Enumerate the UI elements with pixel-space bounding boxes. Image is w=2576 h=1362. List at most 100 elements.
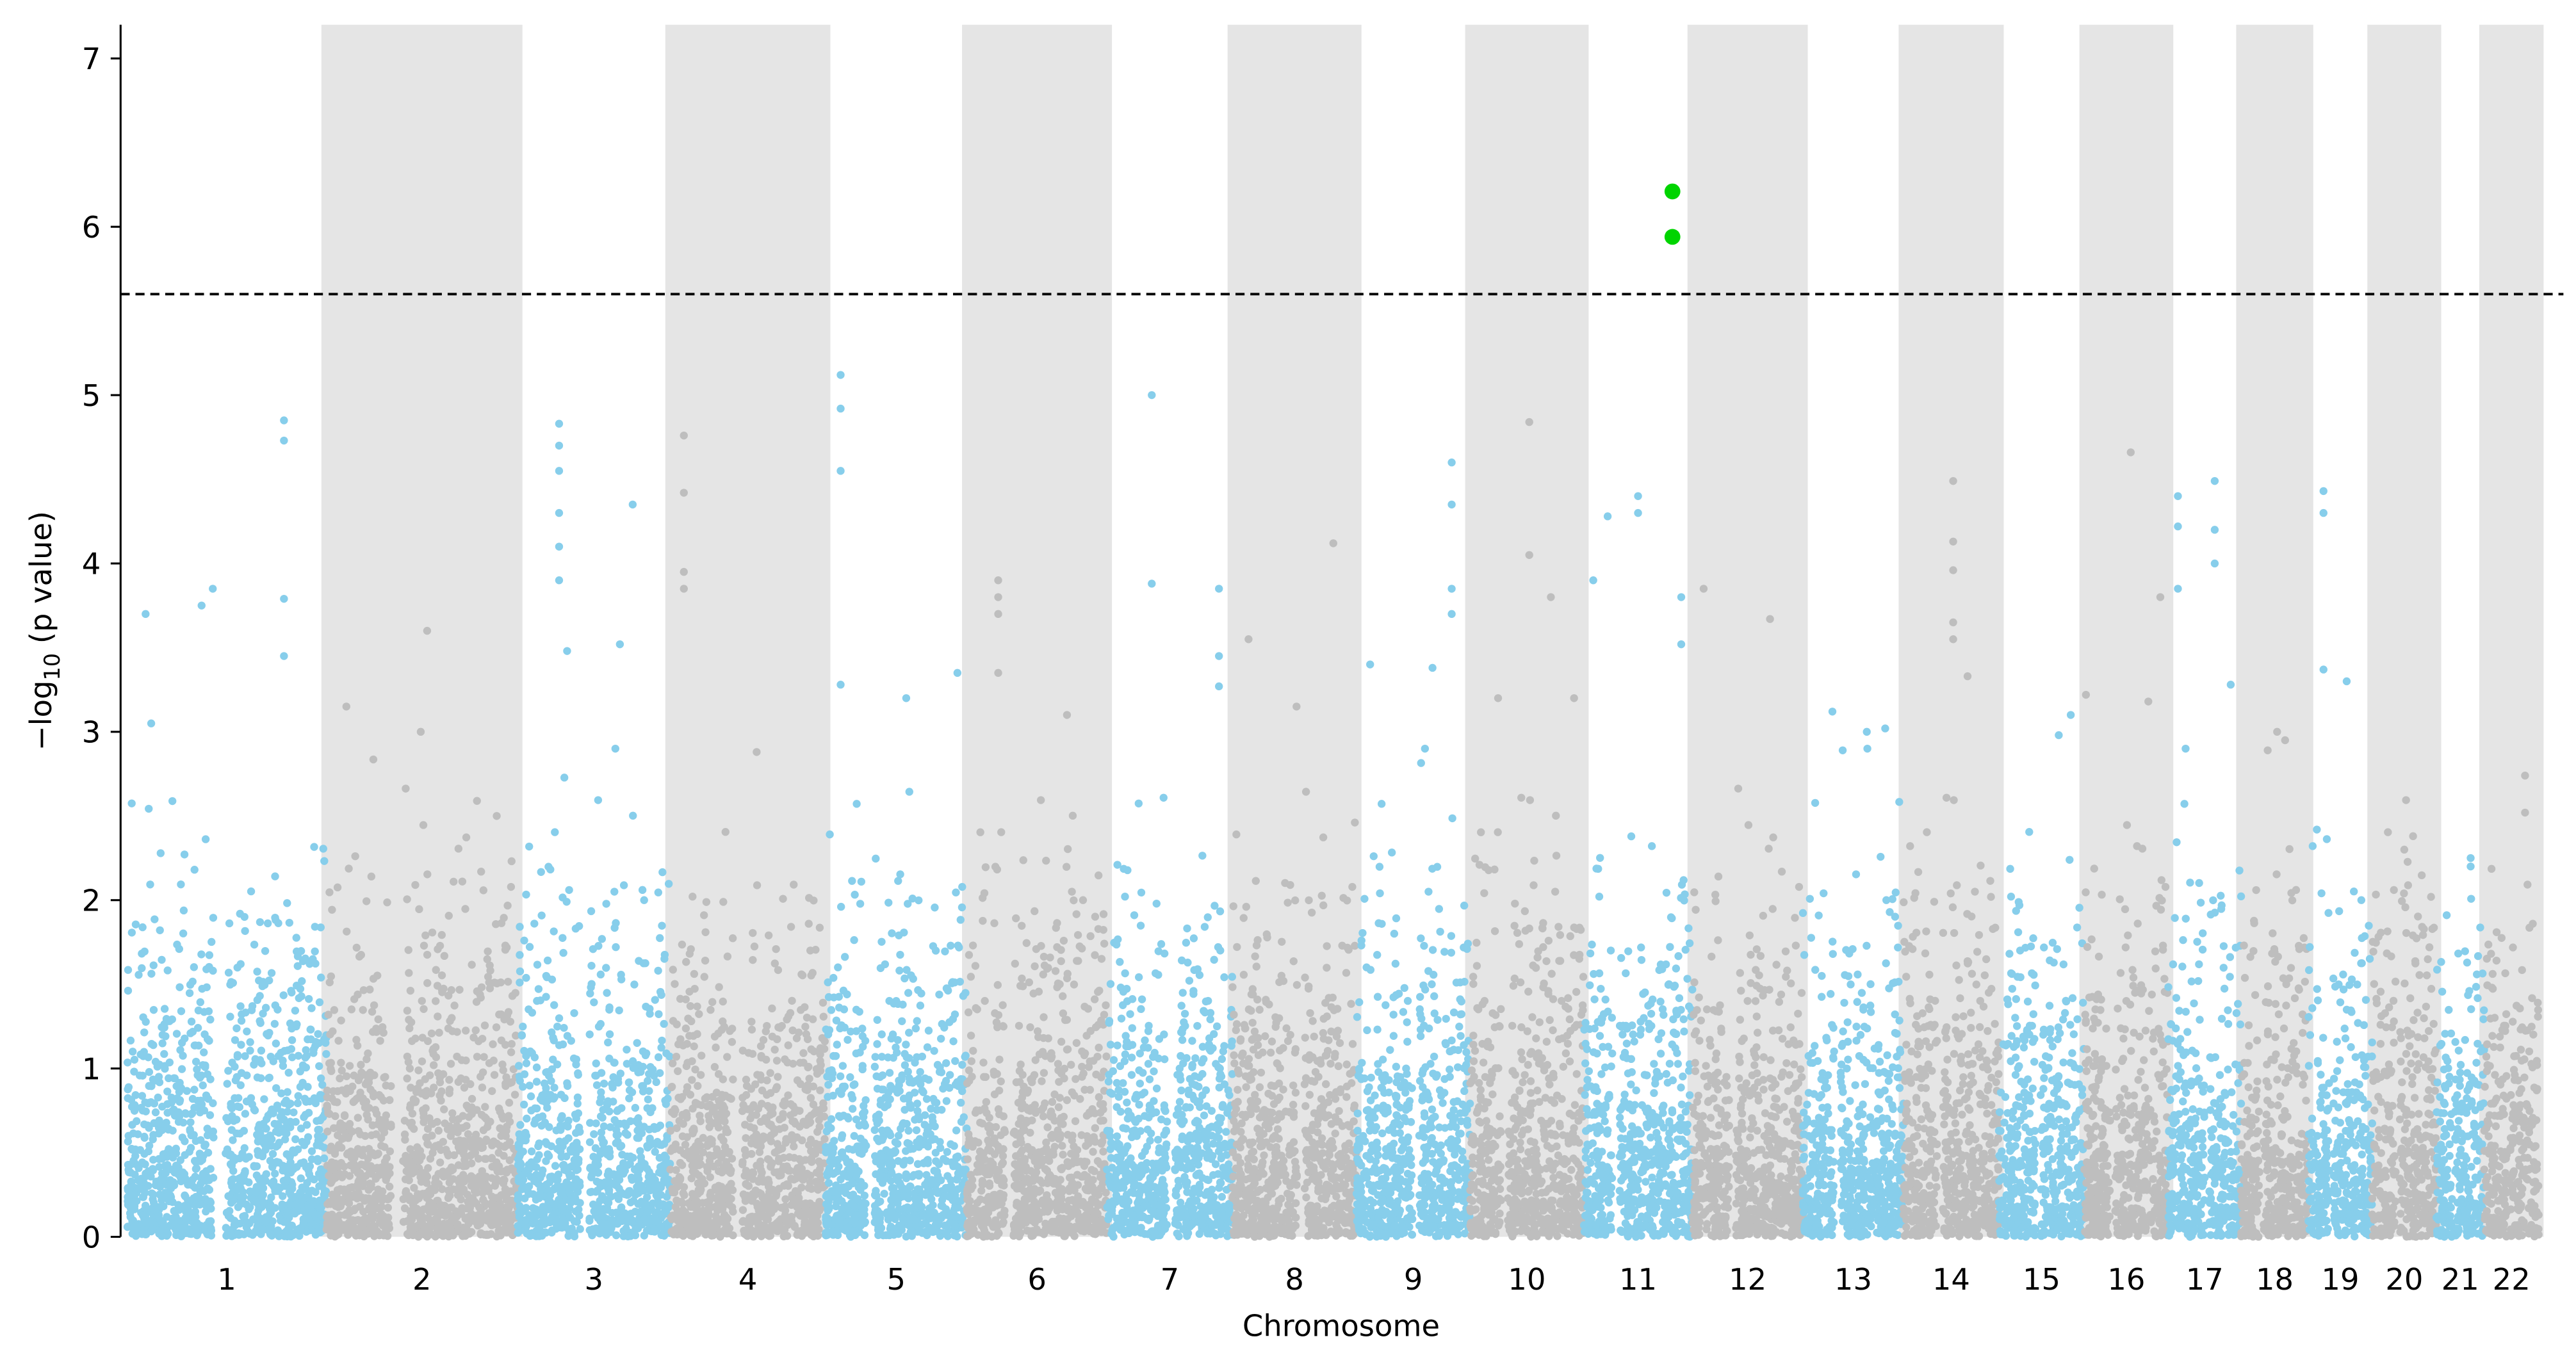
data-point — [127, 928, 136, 937]
data-point — [489, 1140, 498, 1148]
data-point — [322, 1050, 330, 1058]
data-point — [245, 1153, 253, 1161]
data-point — [941, 947, 949, 955]
data-point — [824, 1190, 832, 1198]
data-point — [703, 1093, 711, 1101]
data-point — [302, 1228, 311, 1236]
data-point — [725, 1093, 733, 1102]
data-point — [599, 1139, 607, 1148]
data-point — [945, 1018, 954, 1026]
data-point — [947, 941, 955, 950]
data-point — [615, 1164, 624, 1172]
data-point — [411, 880, 420, 889]
data-point — [337, 1058, 345, 1067]
data-point — [256, 1131, 265, 1139]
data-point — [130, 1055, 139, 1064]
data-point — [534, 985, 543, 993]
data-point — [1070, 896, 1078, 905]
data-point — [512, 1032, 520, 1040]
data-point — [676, 1035, 685, 1044]
data-point — [364, 1115, 372, 1124]
data-point — [819, 1012, 827, 1021]
data-point — [560, 1023, 568, 1032]
data-point — [314, 1225, 323, 1233]
data-point — [470, 1145, 478, 1153]
data-point — [271, 1169, 279, 1178]
data-point — [738, 1160, 747, 1169]
data-point — [286, 1019, 295, 1028]
data-point — [640, 1215, 649, 1224]
data-point — [246, 1046, 254, 1055]
data-point — [558, 1112, 566, 1121]
data-point — [672, 1052, 681, 1061]
data-point — [174, 1201, 183, 1209]
data-point — [586, 1119, 594, 1127]
top-hit-point — [416, 727, 425, 736]
data-point — [671, 980, 679, 988]
data-point — [181, 1213, 190, 1222]
data-point — [468, 1181, 477, 1190]
data-point — [833, 1167, 842, 1176]
data-point — [892, 1211, 901, 1220]
data-point — [686, 1231, 695, 1240]
data-point — [853, 1166, 861, 1174]
data-point — [522, 1059, 531, 1067]
data-point — [628, 1175, 637, 1184]
data-point — [457, 1195, 465, 1204]
data-point — [908, 1078, 917, 1087]
data-point — [345, 1062, 354, 1070]
data-point — [668, 1185, 676, 1193]
data-point — [492, 920, 500, 928]
data-point — [263, 919, 272, 928]
data-point — [310, 843, 318, 851]
data-point — [429, 1061, 438, 1069]
data-point — [156, 1175, 165, 1184]
data-point — [258, 1152, 267, 1161]
data-point — [499, 1066, 507, 1074]
data-point — [824, 1179, 833, 1187]
data-point — [127, 1160, 135, 1169]
data-point — [273, 1226, 282, 1235]
data-point — [476, 1181, 485, 1189]
data-point — [951, 1080, 960, 1089]
data-point — [898, 1017, 906, 1025]
data-point — [330, 1006, 339, 1014]
data-point — [766, 1069, 774, 1077]
data-point — [124, 1184, 133, 1192]
data-point — [561, 1182, 569, 1191]
data-point — [872, 1214, 881, 1222]
data-point — [728, 934, 737, 943]
data-point — [304, 994, 313, 1003]
data-point — [277, 1048, 285, 1057]
data-point — [685, 950, 694, 958]
data-point — [201, 1195, 209, 1203]
data-point — [674, 1094, 683, 1102]
data-point — [915, 1170, 924, 1178]
data-point — [502, 1073, 510, 1082]
data-point — [947, 1140, 955, 1149]
data-point — [464, 1105, 473, 1113]
data-point — [905, 788, 913, 796]
data-point — [405, 1169, 414, 1178]
data-point — [924, 1123, 933, 1131]
data-point — [241, 927, 249, 936]
data-point — [497, 1191, 506, 1199]
data-point — [667, 1147, 675, 1155]
data-point — [609, 1073, 617, 1082]
data-point — [721, 828, 730, 836]
data-point — [815, 1123, 824, 1131]
data-point — [147, 969, 156, 978]
data-point — [749, 955, 757, 964]
data-point — [594, 1201, 602, 1210]
data-point — [328, 905, 336, 914]
data-point — [566, 1171, 575, 1180]
data-point — [683, 1220, 692, 1229]
data-point — [142, 1017, 150, 1026]
data-point — [180, 850, 189, 859]
data-point — [330, 1161, 339, 1170]
data-point — [951, 1222, 960, 1231]
data-point — [924, 1076, 933, 1084]
data-point — [558, 934, 567, 942]
data-point — [623, 1152, 632, 1161]
data-point — [481, 1103, 489, 1111]
